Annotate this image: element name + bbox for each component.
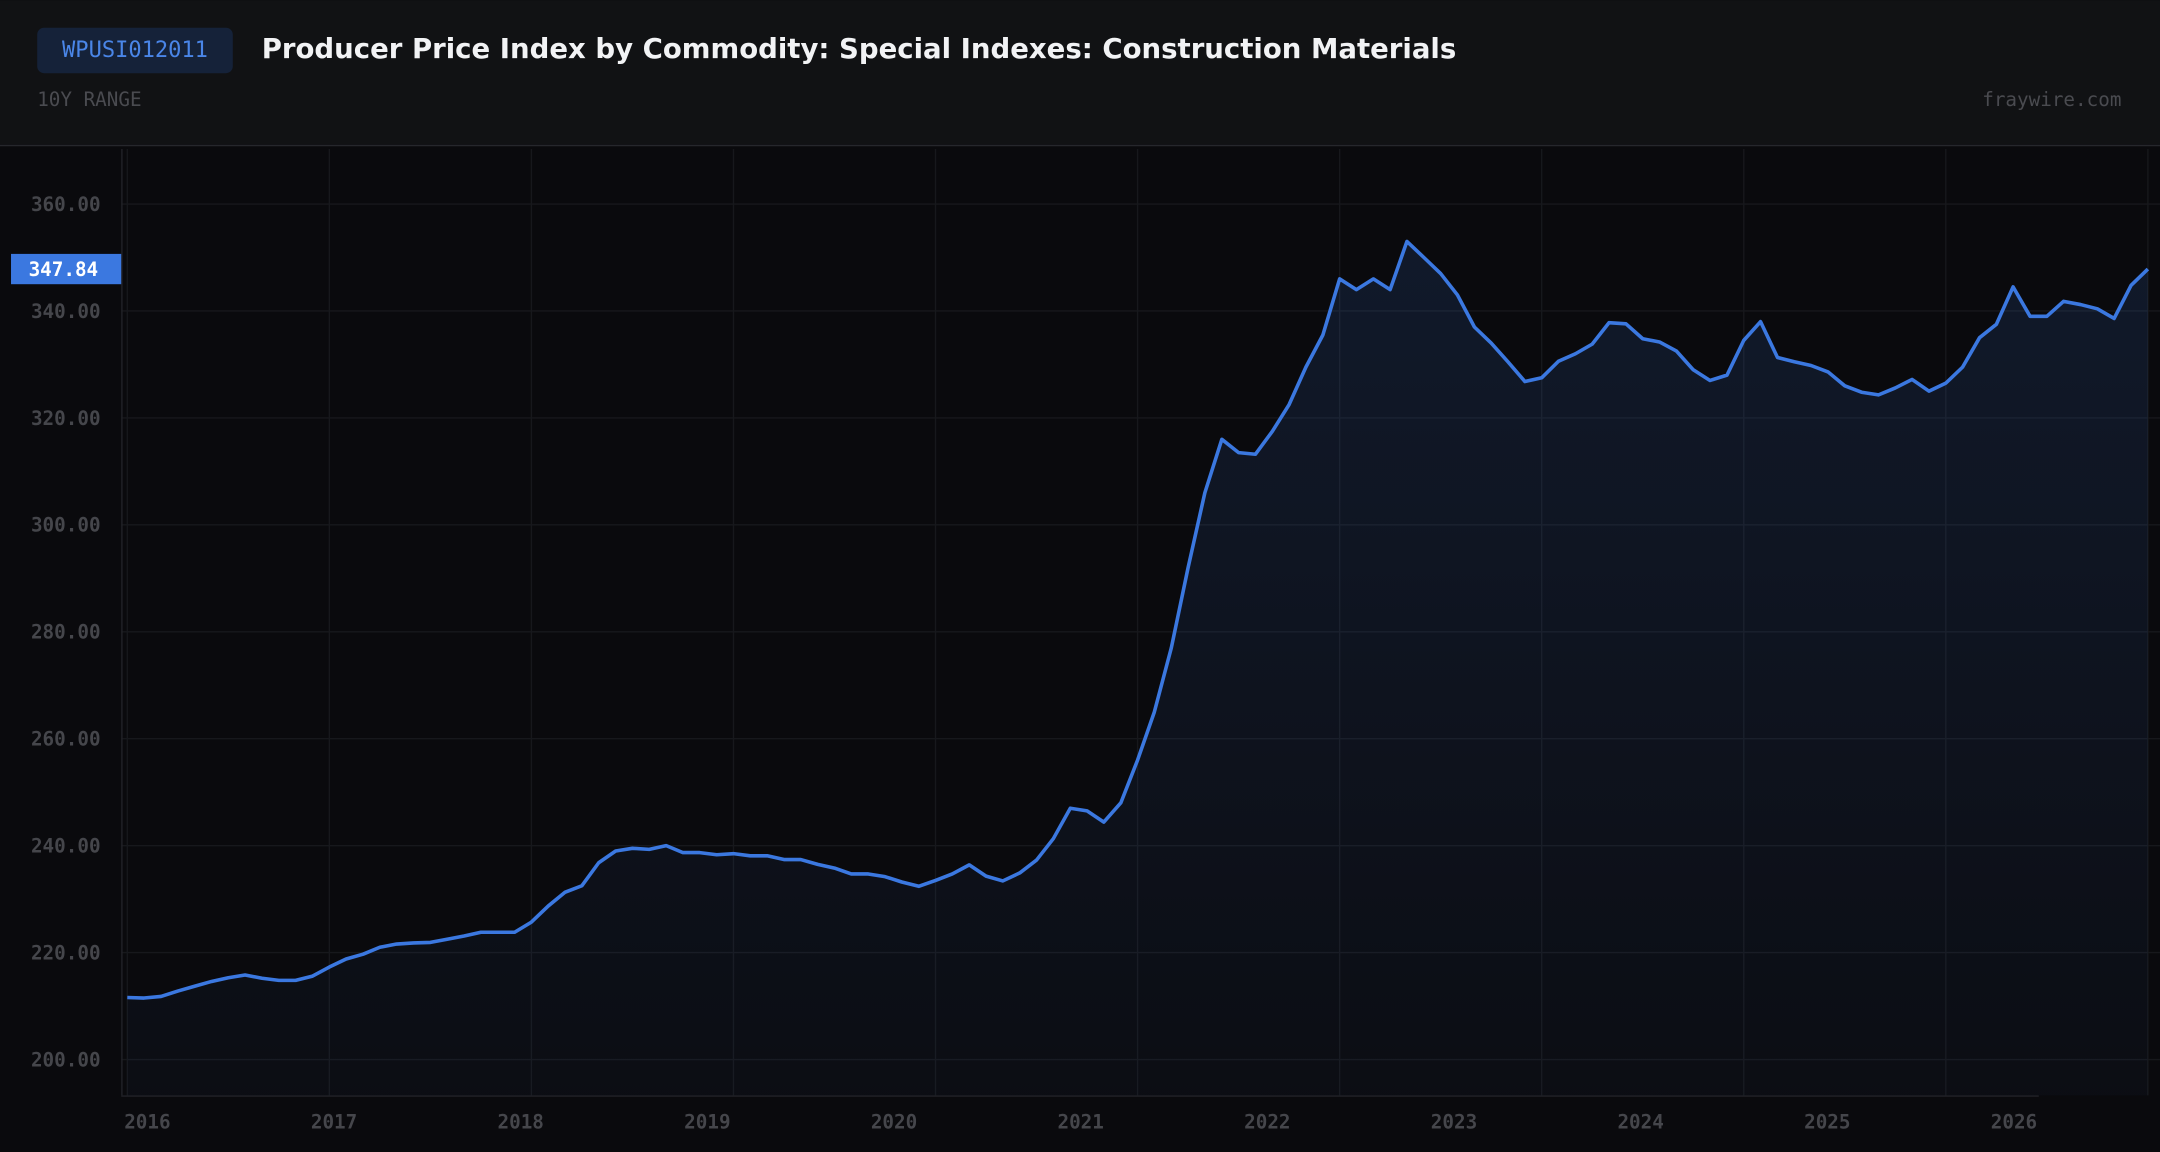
y-tick-label: 260.00 (31, 728, 101, 751)
last-value-label: 347.84 (29, 258, 99, 281)
area-fill (127, 241, 2148, 1096)
x-tick-label: 2018 (498, 1110, 544, 1133)
x-tick-label: 2016 (124, 1110, 170, 1133)
source: fraywire.com (1982, 88, 2121, 111)
x-tick-label: 2025 (1804, 1110, 1850, 1133)
y-tick-label: 200.00 (31, 1048, 101, 1071)
x-tick-label: 2022 (1244, 1110, 1290, 1133)
x-tick-label: 2017 (311, 1110, 357, 1133)
x-tick-label: 2023 (1431, 1110, 1477, 1133)
y-tick-label: 300.00 (31, 514, 101, 537)
x-tick-label: 2020 (871, 1110, 917, 1133)
x-tick-label: 2026 (1991, 1110, 2037, 1133)
plot: 200.00 220.00 240.00 260.00 280.00 300.00 320.… (11, 148, 2160, 1133)
range-label: 10Y RANGE (37, 88, 141, 111)
y-tick-label: 340.00 (31, 300, 101, 323)
badge (37, 27, 233, 74)
title: Producer Price Index by Commodity: Speci… (262, 33, 1457, 65)
y-tick-label: 220.00 (31, 941, 101, 964)
x-tick-label: 2021 (1057, 1110, 1103, 1133)
y-tick-label: 280.00 (31, 621, 101, 644)
y-tick-label: 320.00 (31, 407, 101, 430)
x-tick-label: 2019 (684, 1110, 730, 1133)
header (0, 0, 2160, 145)
badge-text: WPUSI012011 (62, 38, 208, 63)
last-value-badge (11, 253, 122, 285)
x-tick-label: 2024 (1617, 1110, 1663, 1133)
line (127, 239, 2150, 1000)
y-tick-label: 360.00 (31, 193, 101, 216)
y-tick-label: 240.00 (31, 835, 101, 858)
